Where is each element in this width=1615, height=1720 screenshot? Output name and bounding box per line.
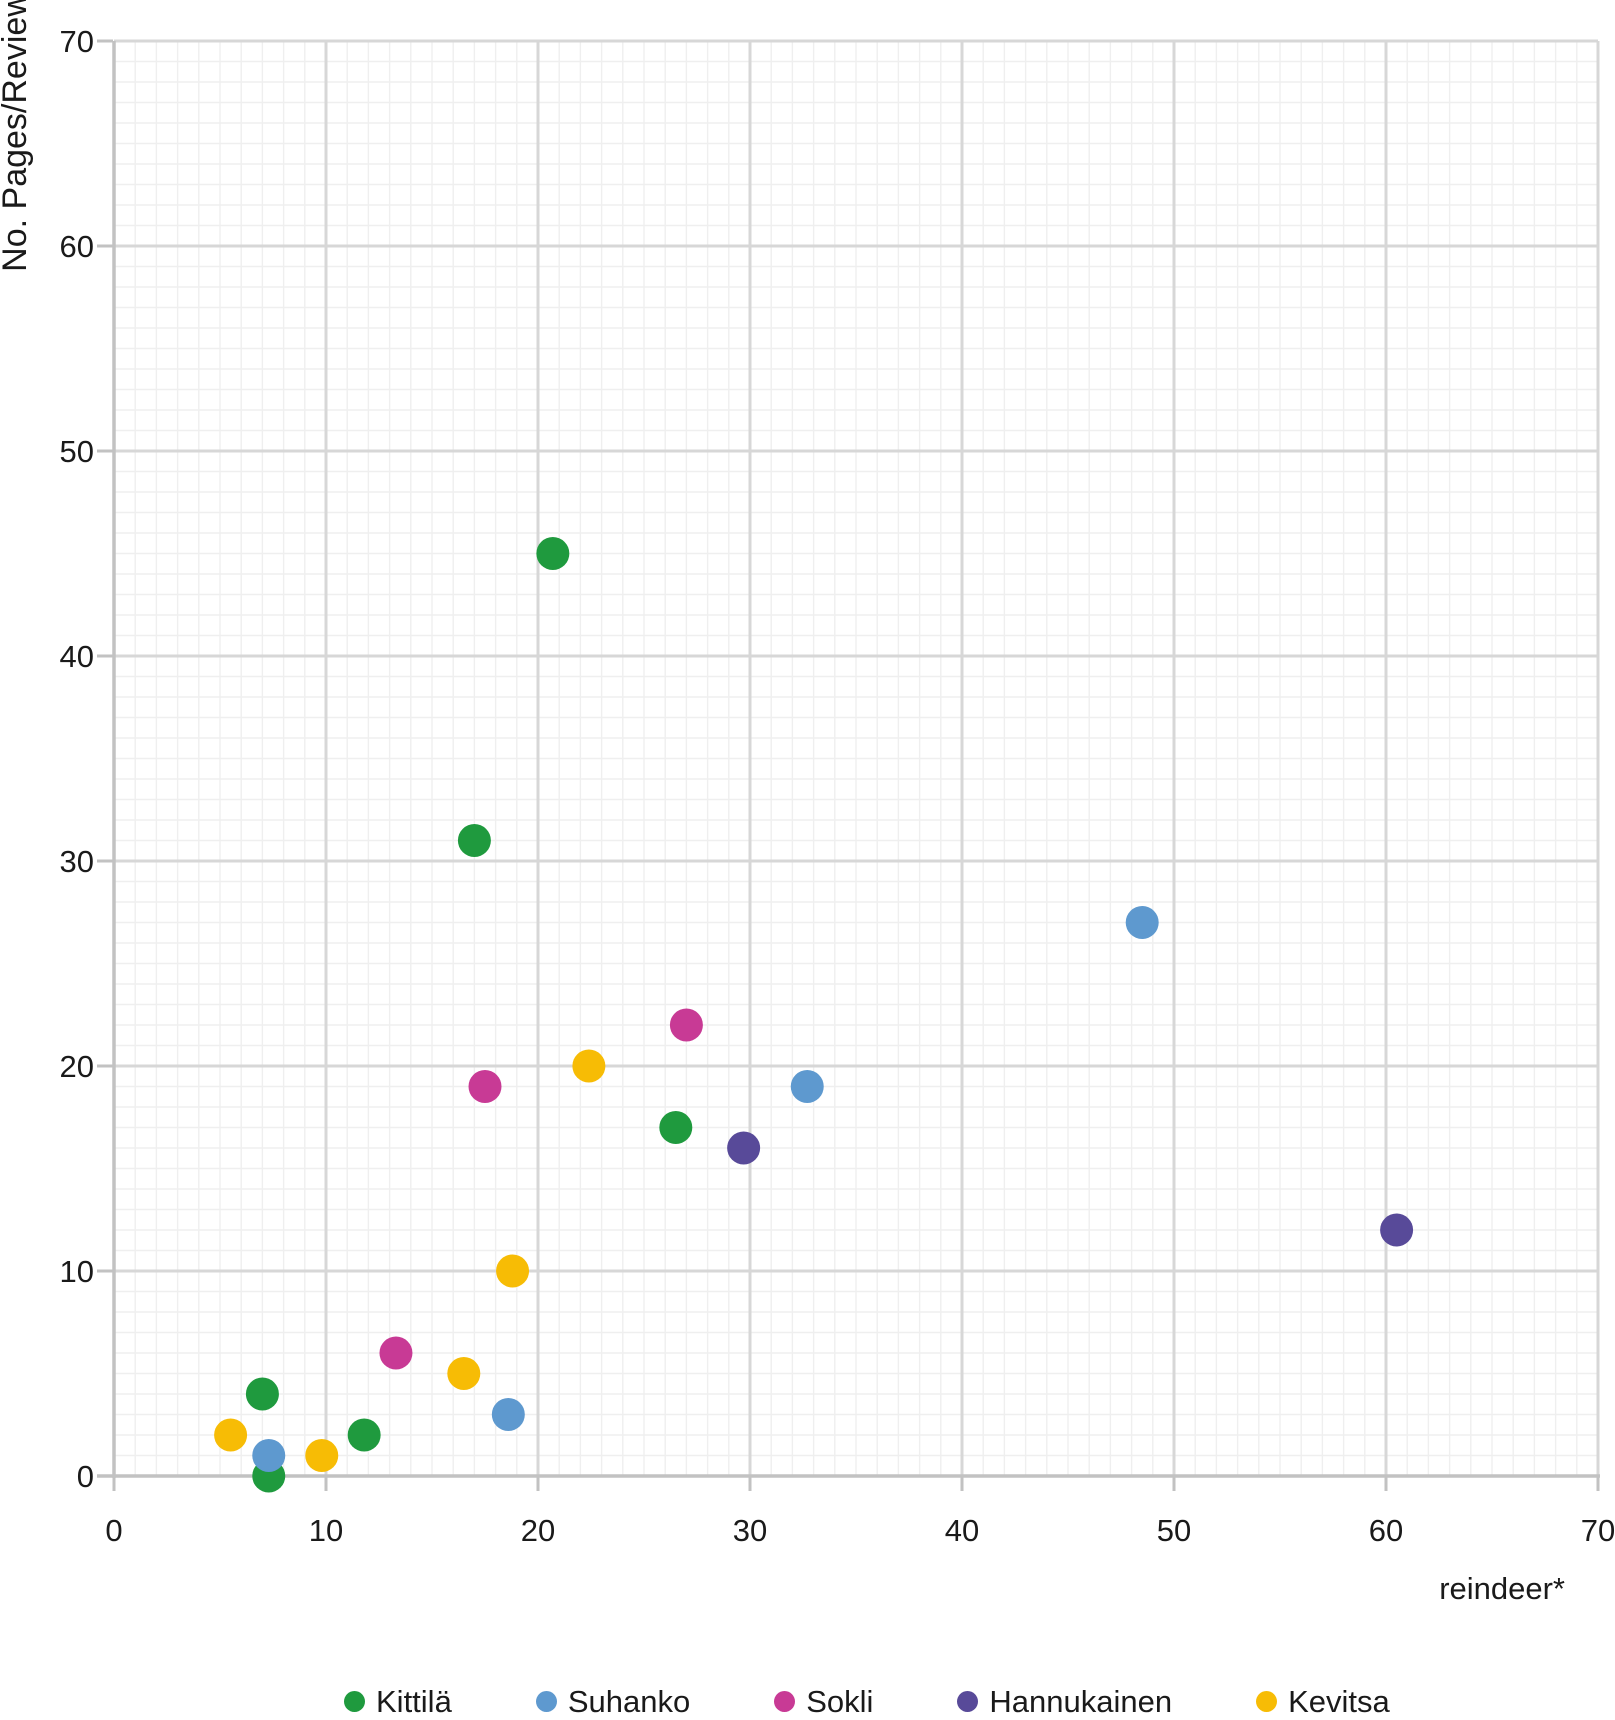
data-point-kittil: [245, 1377, 279, 1411]
y-tick-label: 70: [60, 24, 94, 59]
y-tick-label: 50: [60, 434, 94, 469]
legend-dot-sokli: [774, 1691, 796, 1712]
chart-legend: Kittilä Suhanko Sokli Hannukainen Kevitsa: [344, 1686, 1390, 1717]
legend-dot-kittil: [344, 1691, 365, 1712]
y-tick-label: 20: [60, 1049, 94, 1084]
x-tick-label: 40: [945, 1513, 979, 1548]
data-point-hannukainen: [727, 1131, 761, 1165]
data-point-suhanko: [491, 1398, 525, 1431]
axes: [97, 41, 1600, 1478]
y-tick-label: 0: [77, 1459, 94, 1494]
legend-item-kevitsa: Kevitsa: [1256, 1686, 1390, 1717]
y-tick-label: 10: [60, 1254, 94, 1289]
data-point-suhanko: [1125, 906, 1159, 939]
data-point-kittil: [347, 1418, 381, 1452]
data-point-kevitsa: [214, 1418, 248, 1452]
data-point-kevitsa: [572, 1049, 606, 1083]
data-point-kevitsa: [496, 1254, 530, 1288]
legend-item-kittil: Kittilä: [344, 1686, 452, 1717]
x-tick-label: 60: [1369, 1513, 1403, 1548]
data-point-suhanko: [252, 1439, 286, 1472]
x-tick-label: 50: [1157, 1513, 1191, 1548]
legend-label-hannukainen: Hannukainen: [989, 1684, 1173, 1719]
tick-labels: 0 10 20 30 40 50 60 70 0 10 20 30 40 50 60 70: [60, 24, 1615, 1548]
data-point-hannukainen: [1380, 1213, 1414, 1247]
x-axis-title: reindeer*: [1439, 1571, 1565, 1606]
major-gridlines: [114, 39, 1600, 1476]
x-tick-label: 30: [733, 1513, 767, 1548]
x-tick-label: 0: [105, 1513, 122, 1548]
y-tick-label: 30: [60, 844, 94, 879]
data-point-sokli: [669, 1008, 703, 1042]
data-point-kittil: [536, 537, 570, 570]
data-point-sokli: [468, 1070, 502, 1103]
legend-item-sokli: Sokli: [774, 1686, 873, 1717]
legend-label-suhanko: Suhanko: [567, 1684, 691, 1719]
legend-item-hannukainen: Hannukainen: [957, 1686, 1172, 1717]
tick-marks: [97, 39, 1600, 1491]
legend-item-suhanko: Suhanko: [535, 1684, 691, 1719]
legend-label-sokli: Sokli: [806, 1684, 874, 1719]
y-tick-label: 40: [60, 639, 94, 674]
data-points: [214, 537, 1414, 1493]
legend-label-kittil: Kittilä: [376, 1684, 452, 1719]
data-point-kittil: [659, 1111, 693, 1144]
minor-gridlines: [114, 41, 1598, 1476]
legend-label-kevitsa: Kevitsa: [1288, 1684, 1390, 1719]
data-point-sokli: [379, 1336, 413, 1370]
data-point-kevitsa: [447, 1357, 481, 1390]
y-tick-label: 60: [60, 229, 94, 264]
legend-dot-hannukainen: [957, 1691, 979, 1712]
data-point-suhanko: [790, 1070, 824, 1103]
x-tick-label: 70: [1581, 1513, 1615, 1548]
y-axis-title: No. Pages/Review: [0, 0, 34, 272]
data-point-kevitsa: [305, 1439, 339, 1472]
x-tick-label: 20: [521, 1513, 555, 1548]
data-point-kittil: [457, 824, 491, 857]
legend-dot-kevitsa: [1256, 1691, 1278, 1712]
x-tick-label: 10: [309, 1513, 343, 1548]
legend-dot-suhanko: [535, 1691, 557, 1712]
